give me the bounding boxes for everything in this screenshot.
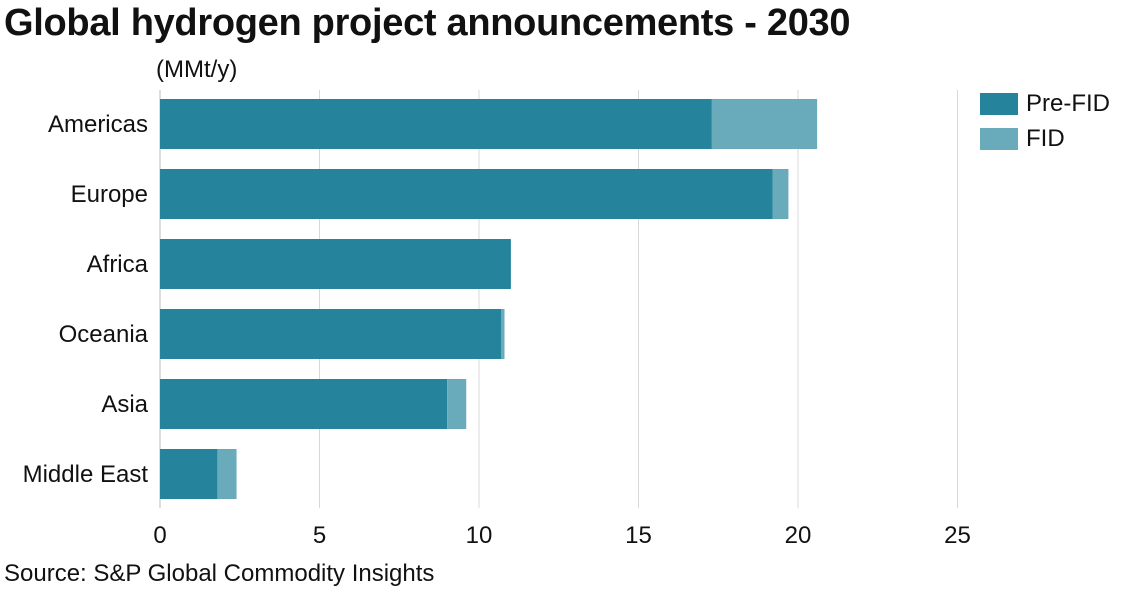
x-tick-label-25: 25 (944, 522, 971, 549)
legend-swatch-fid (980, 128, 1018, 150)
legend-swatch-pre-fid (980, 93, 1018, 115)
x-tick-label-15: 15 (625, 522, 652, 549)
bar-middle-east-pre-fid (160, 449, 218, 499)
category-label-europe: Europe (71, 181, 148, 208)
chart-title: Global hydrogen project announcements - … (4, 2, 851, 44)
legend-item-fid: FID (980, 125, 1065, 153)
bar-middle-east-fid (217, 449, 237, 499)
bar-asia-fid (447, 379, 467, 429)
category-label-oceania: Oceania (59, 321, 149, 348)
bar-europe-pre-fid (160, 169, 773, 219)
x-tick-label-5: 5 (313, 522, 326, 549)
category-label-africa: Africa (87, 251, 149, 278)
bar-oceania-fid (501, 309, 505, 359)
category-label-americas: Americas (48, 111, 148, 138)
bar-oceania-pre-fid (160, 309, 502, 359)
bar-africa-pre-fid (160, 239, 511, 289)
category-label-middle-east: Middle East (23, 461, 149, 488)
x-tick-label-20: 20 (785, 522, 812, 549)
category-labels: Americas Europe Africa Oceania Asia Middle Ea… (23, 111, 149, 488)
legend-label-fid: FID (1026, 125, 1065, 152)
x-tick-label-0: 0 (153, 522, 166, 549)
source-note: Source: S&P Global Commodity Insights (4, 560, 435, 587)
bar-americas-fid (711, 99, 818, 149)
category-label-asia: Asia (101, 391, 148, 418)
bar-americas-pre-fid (160, 99, 712, 149)
legend-item-pre-fid: Pre-FID (980, 90, 1110, 118)
bar-asia-pre-fid (160, 379, 448, 429)
bars (160, 99, 818, 499)
gridlines (159, 90, 958, 508)
bar-europe-fid (772, 169, 789, 219)
x-tick-labels: 0 5 10 15 20 25 (153, 522, 971, 549)
legend-label-pre-fid: Pre-FID (1026, 90, 1110, 117)
axis-unit-label: (MMt/y) (156, 56, 238, 83)
x-tick-label-10: 10 (466, 522, 493, 549)
